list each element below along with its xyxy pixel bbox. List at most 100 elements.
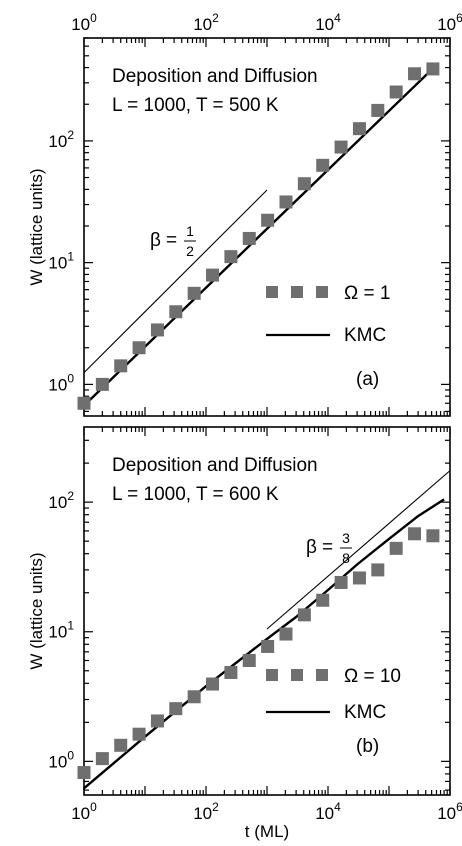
- x-tick-label: 100: [71, 11, 97, 34]
- data-point: [169, 702, 183, 716]
- x-tick-label: 106: [437, 800, 462, 823]
- data-point: [224, 250, 238, 264]
- data-point: [95, 752, 109, 766]
- data-point: [408, 527, 422, 541]
- beta-numerator: 3: [342, 530, 350, 546]
- beta-symbol: β: [306, 537, 317, 558]
- data-point: [352, 122, 366, 136]
- y-tick-label: 102: [48, 489, 74, 512]
- data-point: [187, 690, 201, 704]
- data-point: [297, 608, 311, 622]
- legend-label-kmc: KMC: [344, 325, 386, 346]
- y-tick-label: 100: [48, 371, 74, 394]
- data-point: [279, 627, 293, 641]
- y-tick-label: 100: [48, 748, 74, 771]
- reference-line: [83, 189, 268, 373]
- legend: Ω = 1 KMC: [266, 283, 390, 346]
- data-point: [334, 140, 348, 154]
- data-point: [334, 575, 348, 589]
- reference-line: [266, 470, 451, 630]
- omega-markers: [77, 62, 440, 410]
- legend-marker: [266, 286, 278, 298]
- data-point: [297, 177, 311, 191]
- y-tick-label: 101: [48, 619, 74, 642]
- tick-marks: [83, 427, 451, 795]
- omega-markers: [77, 527, 440, 780]
- data-point: [279, 195, 293, 209]
- x-tick-label: 104: [315, 11, 341, 34]
- beta-label: β = 1 2: [150, 223, 196, 259]
- x-tick-label: 100: [71, 800, 97, 823]
- y-tick-labels: 100 101 102: [48, 128, 74, 394]
- data-point: [77, 396, 91, 410]
- legend-marker: [266, 669, 278, 681]
- tick-marks: [83, 37, 451, 416]
- reference-slope-line: [83, 189, 268, 373]
- data-point: [352, 571, 366, 585]
- data-point: [77, 766, 91, 780]
- legend: Ω = 10 KMC: [266, 666, 401, 723]
- data-point: [224, 665, 238, 679]
- data-point: [426, 62, 440, 76]
- data-point: [187, 286, 201, 300]
- legend-label-kmc: KMC: [344, 702, 386, 723]
- data-point: [150, 323, 164, 337]
- beta-denominator: 2: [186, 243, 194, 259]
- legend-label-markers: Ω = 1: [344, 283, 390, 304]
- y-axis-label: W (lattice units): [27, 168, 46, 285]
- annotation-line-2: L = 1000, T = 600 K: [112, 484, 279, 505]
- panel-label: (a): [356, 369, 379, 390]
- x-tick-label: 106: [437, 11, 462, 34]
- beta-denominator: 8: [342, 550, 350, 566]
- x-tick-label: 102: [193, 800, 219, 823]
- legend-marker: [291, 669, 303, 681]
- data-point: [261, 213, 275, 227]
- panel-a: 100 102 104 106 100 101 102 W (lattice units)…: [27, 11, 462, 417]
- annotation-line-1: Deposition and Diffusion: [112, 66, 318, 87]
- data-point: [242, 231, 256, 245]
- legend-marker: [316, 669, 328, 681]
- y-axis-label: W (lattice units): [27, 552, 46, 669]
- panel-b: 100 102 104 106 100 101 102 W (lattice units)…: [27, 426, 462, 841]
- data-point: [114, 738, 128, 752]
- data-point: [206, 268, 220, 282]
- data-point: [132, 727, 146, 741]
- data-point: [242, 653, 256, 667]
- data-point: [316, 158, 330, 172]
- y-tick-label: 102: [48, 128, 74, 151]
- data-point: [389, 85, 403, 99]
- data-point: [371, 103, 385, 117]
- x-tick-label: 102: [193, 11, 219, 34]
- x-axis-label: t (ML): [245, 822, 289, 841]
- data-point: [169, 305, 183, 319]
- beta-label: β = 3 8: [306, 530, 352, 566]
- x-tick-labels: 100 102 104 106: [71, 11, 462, 34]
- beta-symbol: β: [150, 230, 161, 251]
- data-point: [261, 639, 275, 653]
- data-point: [95, 377, 109, 391]
- reference-slope-line: [266, 470, 451, 630]
- data-point: [132, 341, 146, 355]
- data-point: [389, 541, 403, 555]
- y-tick-label: 101: [48, 250, 74, 273]
- data-point: [408, 67, 422, 81]
- x-tick-label: 104: [315, 800, 341, 823]
- y-tick-labels: 100 101 102: [48, 489, 74, 771]
- data-point: [316, 593, 330, 607]
- legend-marker: [291, 286, 303, 298]
- x-tick-labels: 100 102 104 106: [71, 800, 462, 823]
- data-point: [426, 529, 440, 543]
- annotation-line-1: Deposition and Diffusion: [112, 455, 318, 476]
- legend-label-markers: Ω = 10: [344, 666, 401, 687]
- legend-marker: [316, 286, 328, 298]
- data-point: [114, 359, 128, 373]
- beta-equals: =: [166, 230, 177, 251]
- data-point: [150, 714, 164, 728]
- panel-label: (b): [356, 736, 379, 757]
- beta-numerator: 1: [186, 223, 194, 239]
- data-point: [206, 677, 220, 691]
- annotation-line-2: L = 1000, T = 500 K: [112, 95, 279, 116]
- data-point: [371, 563, 385, 577]
- beta-equals: =: [322, 537, 333, 558]
